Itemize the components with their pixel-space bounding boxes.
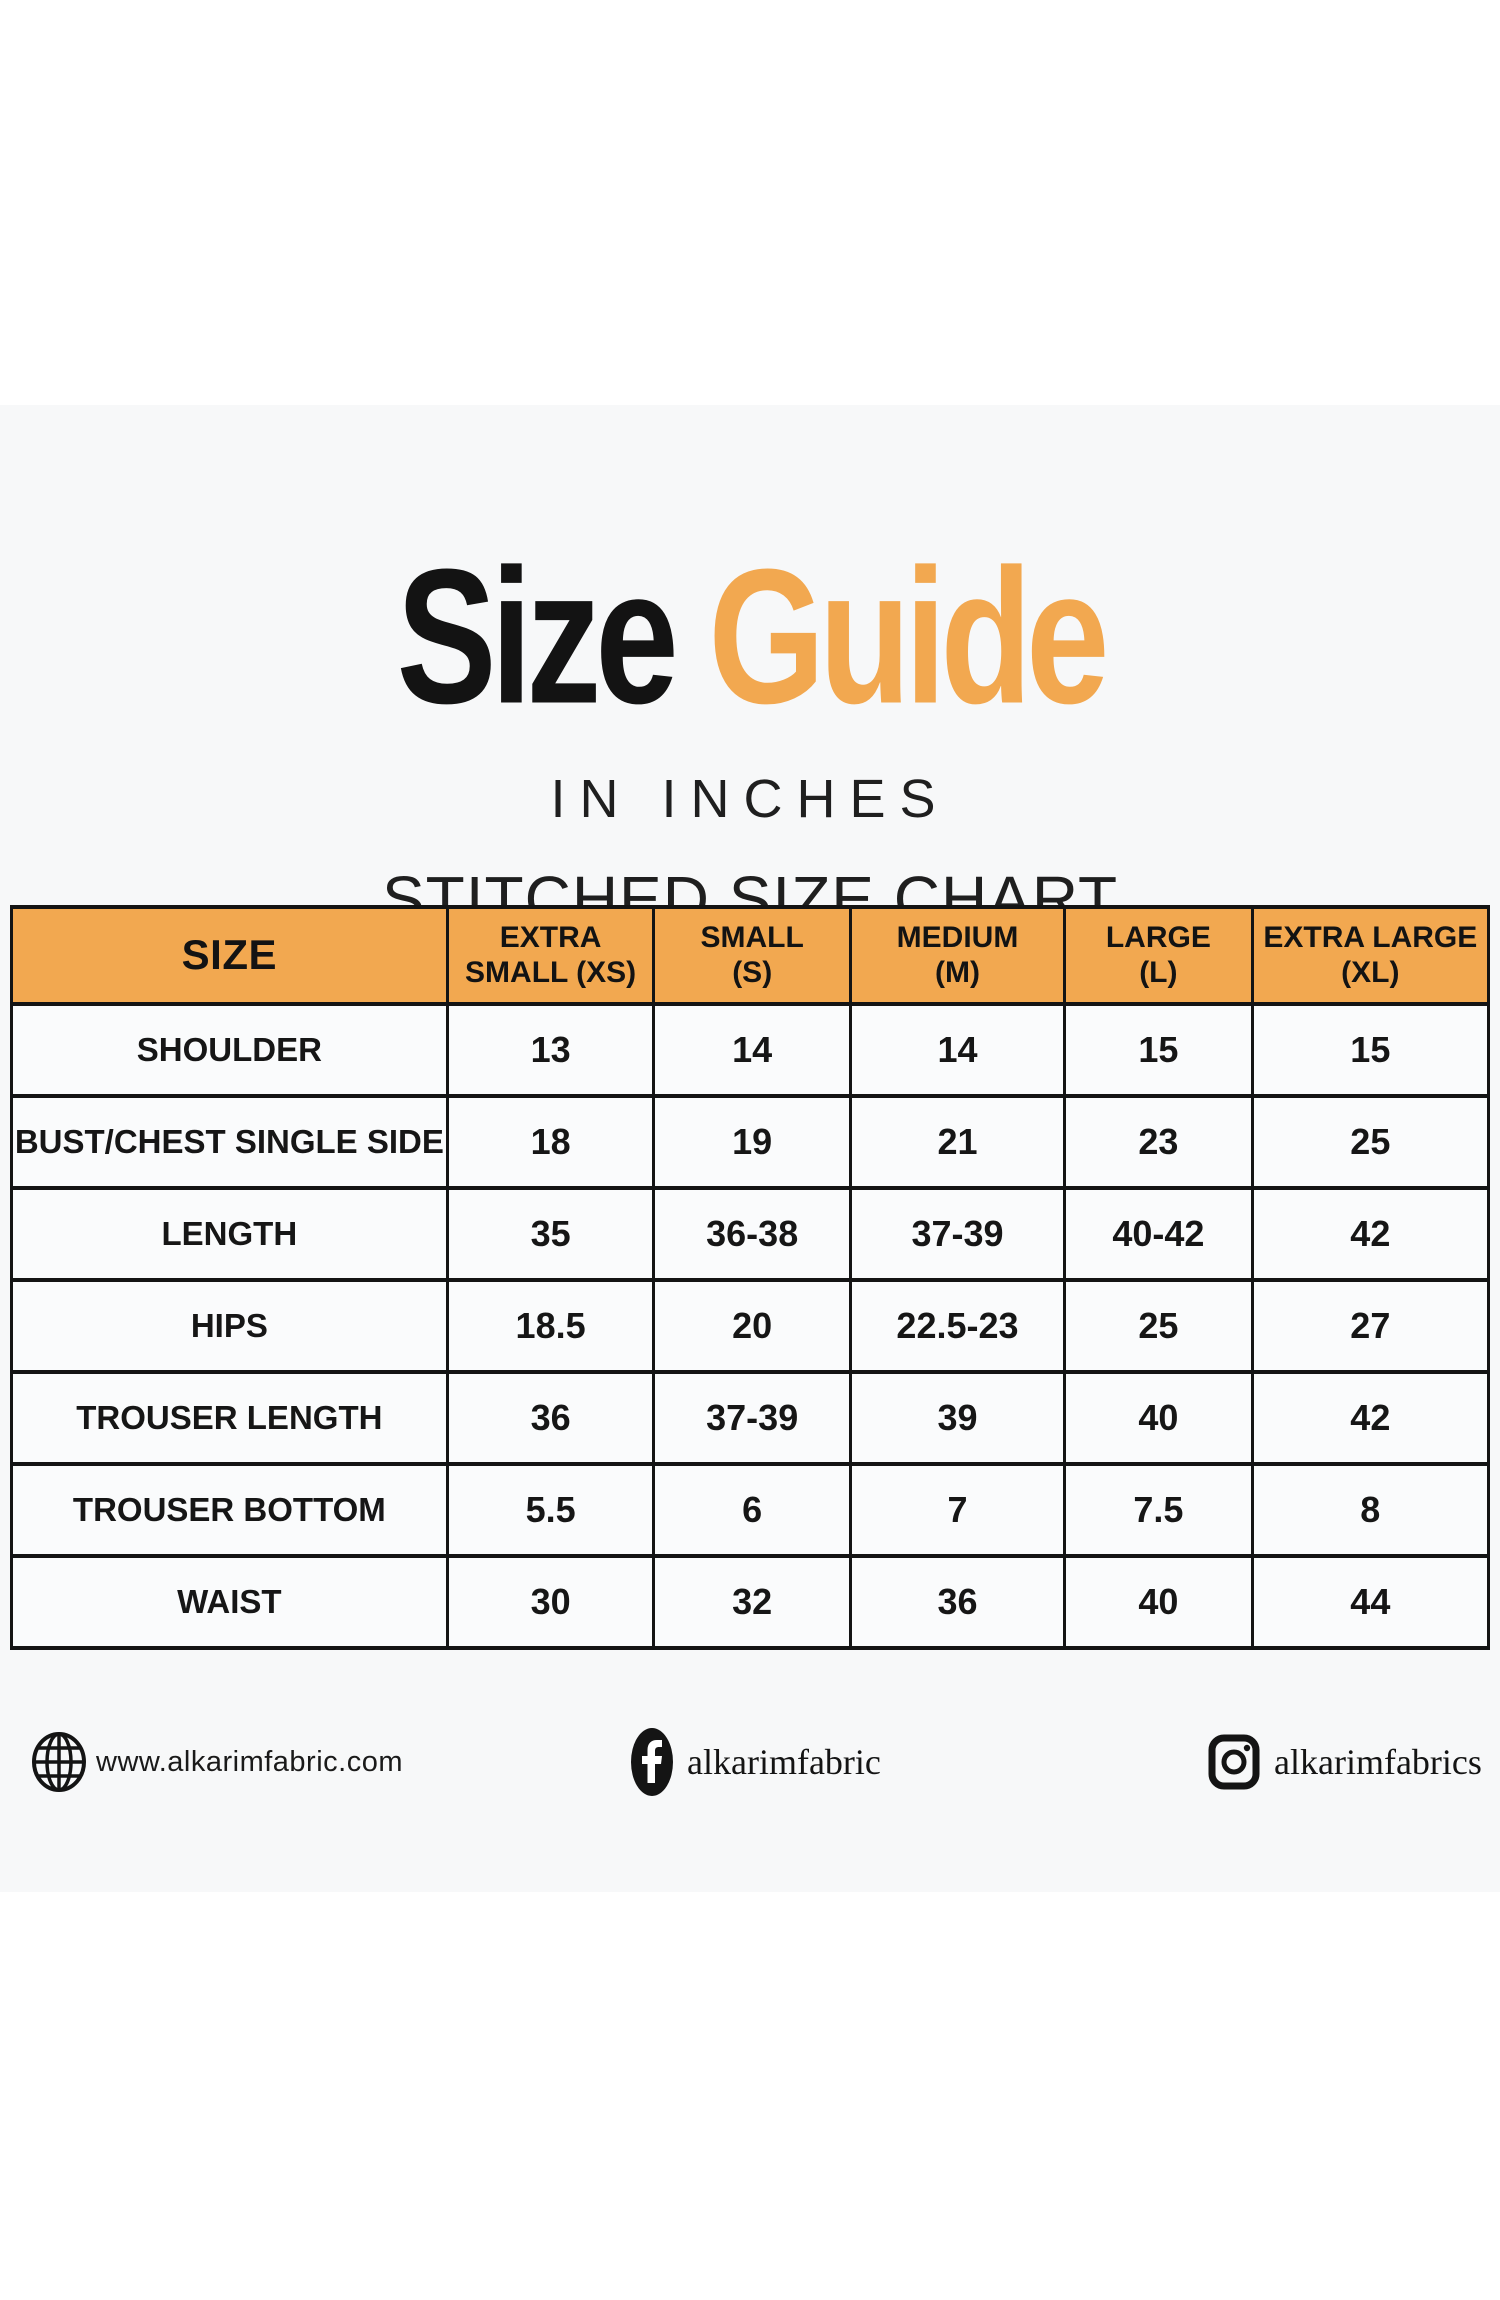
table-row-waist: WAIST 30 32 36 40 44 (10, 1554, 1491, 1650)
table-row-trouser-length: TROUSER LENGTH 36 37-39 39 40 42 (10, 1370, 1491, 1466)
instagram-handle: alkarimfabrics (1274, 1742, 1482, 1782)
footer-instagram: alkarimfabrics (1208, 1724, 1482, 1800)
header-extra-large: EXTRA LARGE (XL) (1250, 905, 1491, 1006)
facebook-icon (630, 1727, 674, 1797)
title-word-size: Size (396, 528, 679, 744)
header-extra-small: EXTRA SMALL (XS) (445, 905, 656, 1006)
table-row-bust-chest: BUST/CHEST SINGLE SIDE 18 19 21 23 25 (10, 1094, 1491, 1190)
header-large: LARGE (L) (1063, 905, 1254, 1006)
header-small: SMALL (S) (652, 905, 852, 1006)
website-url: www.alkarimfabric.com (96, 1745, 403, 1778)
table-row-trouser-bottom: TROUSER BOTTOM 5.5 6 7 7.5 8 (10, 1462, 1491, 1558)
title-word-guide: Guide (708, 528, 1109, 744)
header-size: SIZE (10, 905, 449, 1006)
instagram-icon (1208, 1731, 1260, 1793)
table-row-shoulder: SHOULDER 13 14 14 15 15 (10, 1002, 1491, 1098)
header-medium: MEDIUM (M) (848, 905, 1067, 1006)
page-title: Size Guide (0, 540, 1500, 732)
footer-facebook: alkarimfabric (630, 1724, 881, 1800)
facebook-handle: alkarimfabric (687, 1742, 881, 1782)
table-row-hips: HIPS 18.5 20 22.5-23 25 27 (10, 1278, 1491, 1374)
subtitle-in-inches: IN INCHES (550, 769, 950, 829)
header-row: SIZE EXTRA SMALL (XS) SMALL (S) MEDIUM (… (10, 905, 1491, 1006)
globe-icon (30, 1731, 88, 1793)
table-row-length: LENGTH 35 36-38 37-39 40-42 42 (10, 1186, 1491, 1282)
size-chart-table: SIZE EXTRA SMALL (XS) SMALL (S) MEDIUM (… (10, 905, 1491, 1650)
footer-website: www.alkarimfabric.com (30, 1724, 403, 1800)
